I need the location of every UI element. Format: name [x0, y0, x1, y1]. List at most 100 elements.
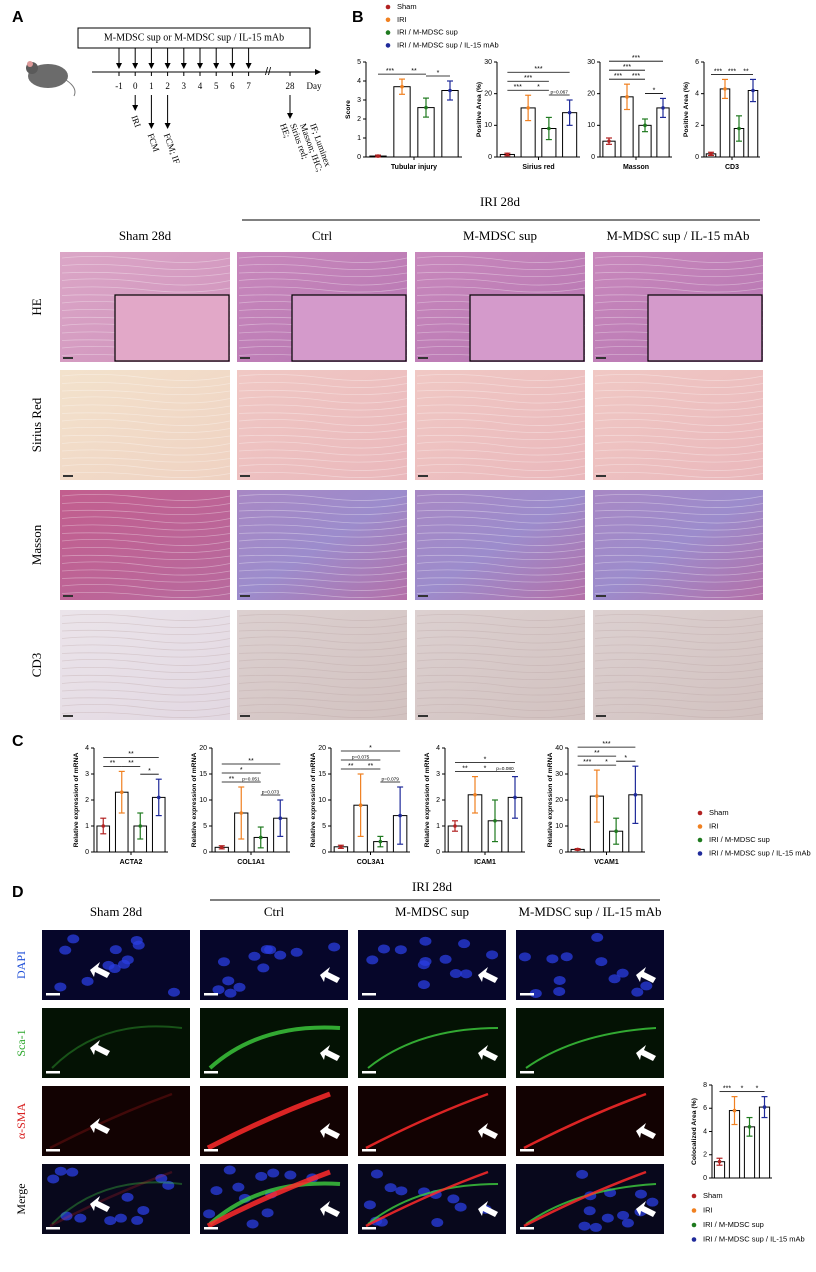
- y-tick-label: 6: [703, 1105, 707, 1112]
- tissue-texture: [238, 464, 408, 471]
- nucleus: [646, 1197, 659, 1207]
- tissue-texture: [594, 614, 764, 621]
- tissue-texture: [594, 711, 764, 718]
- tissue-texture: [594, 644, 764, 651]
- tissue-texture: [238, 584, 408, 591]
- day-label: 1: [149, 81, 154, 91]
- tissue-texture: [416, 524, 586, 531]
- nucleus: [578, 1221, 591, 1231]
- tissue-texture: [416, 697, 586, 703]
- significance-label: p=0.067: [551, 89, 569, 95]
- y-tick-label: 4: [695, 91, 699, 98]
- tissue-texture: [416, 704, 586, 711]
- tissue-texture: [594, 419, 764, 426]
- y-tick-label: 3: [436, 771, 440, 778]
- tissue-texture: [594, 584, 764, 591]
- tissue-texture: [238, 441, 408, 449]
- tissue-texture: [61, 681, 231, 689]
- tissue-texture: [238, 449, 408, 456]
- tissue-texture: [416, 711, 586, 718]
- tissue-texture: [594, 286, 764, 293]
- scale-bar: [63, 475, 73, 477]
- mean-point: [732, 1108, 737, 1113]
- tissue-texture: [61, 561, 231, 569]
- histology-image: [593, 610, 763, 720]
- tissue-texture: [61, 464, 231, 471]
- y-tick-label: 30: [555, 771, 563, 778]
- tissue-texture: [238, 286, 408, 293]
- y-tick-label: 30: [484, 59, 492, 66]
- arrow: [320, 1201, 340, 1217]
- scale-bar: [596, 715, 606, 717]
- y-tick-label: 0: [322, 849, 326, 856]
- row-label: Sirius Red: [29, 397, 44, 452]
- nucleus: [431, 1218, 444, 1228]
- nucleus: [377, 944, 390, 954]
- significance-label: *: [484, 765, 487, 772]
- nucleus: [121, 1192, 134, 1202]
- significance-label: **: [594, 750, 600, 757]
- tissue-texture: [238, 278, 408, 286]
- nucleus: [546, 954, 559, 964]
- mean-point: [633, 793, 638, 797]
- nucleus: [290, 947, 303, 957]
- significance-label: **: [411, 68, 417, 75]
- asma-signal: [365, 1092, 489, 1150]
- nucleus: [255, 1171, 268, 1181]
- event-label: IRI: [129, 114, 143, 129]
- nucleus: [267, 1168, 280, 1178]
- tissue-texture: [238, 644, 408, 651]
- column-label: M-MDSC sup / IL-15 mAb: [518, 904, 661, 919]
- histology-image: [415, 370, 585, 480]
- tissue-texture: [238, 666, 408, 673]
- tissue-texture: [416, 652, 586, 658]
- tissue-texture: [594, 621, 764, 628]
- tissue-texture: [238, 554, 408, 560]
- arrow: [478, 1123, 498, 1139]
- mean-point: [747, 1125, 752, 1129]
- y-tick-label: 4: [357, 78, 361, 85]
- tissue-texture: [61, 419, 231, 426]
- legend-label: IRI: [703, 1205, 713, 1214]
- tissue-texture: [594, 577, 764, 583]
- y-axis-label: Relative expression of mRNA: [547, 753, 554, 848]
- tissue-texture: [61, 509, 231, 515]
- significance-label: ***: [524, 75, 532, 82]
- row-label: Merge: [14, 1183, 28, 1214]
- y-tick-label: 10: [484, 122, 492, 129]
- tissue-texture: [61, 374, 231, 381]
- arrow: [90, 1040, 110, 1056]
- y-axis-label: Colocalized Area (%): [691, 1098, 698, 1165]
- legend-label: IRI / M-MDSC sup: [397, 28, 458, 37]
- scale-bar: [63, 715, 73, 717]
- nucleus: [621, 1218, 634, 1228]
- tissue-texture: [416, 674, 586, 680]
- tissue-texture: [238, 652, 408, 658]
- nucleus: [583, 1206, 596, 1216]
- x-axis-label: Masson: [623, 164, 649, 171]
- scale-bar: [46, 993, 60, 996]
- tissue-texture: [416, 532, 586, 538]
- legend-label: Sham: [397, 2, 417, 11]
- y-tick-label: 20: [587, 91, 595, 98]
- mean-point: [547, 126, 551, 131]
- mean-point: [723, 87, 727, 91]
- tissue-texture: [238, 434, 408, 440]
- tissue-texture: [594, 569, 764, 576]
- significance-label: ***: [623, 64, 631, 71]
- y-tick-label: 0: [703, 1175, 707, 1182]
- mean-point: [661, 106, 665, 110]
- tissue-texture: [416, 666, 586, 673]
- tissue-texture: [416, 419, 586, 426]
- tissue-texture: [238, 621, 408, 628]
- sca1-signal: [208, 1025, 341, 1070]
- tissue-texture: [416, 577, 586, 583]
- arrow: [636, 1201, 656, 1217]
- tissue-texture: [416, 591, 586, 598]
- day-label: 2: [165, 81, 170, 91]
- x-axis-label: COL3A1: [357, 859, 385, 866]
- scale-bar: [240, 357, 250, 359]
- histology-image: [415, 490, 585, 600]
- tissue-texture: [238, 524, 408, 531]
- arrow: [636, 1123, 656, 1139]
